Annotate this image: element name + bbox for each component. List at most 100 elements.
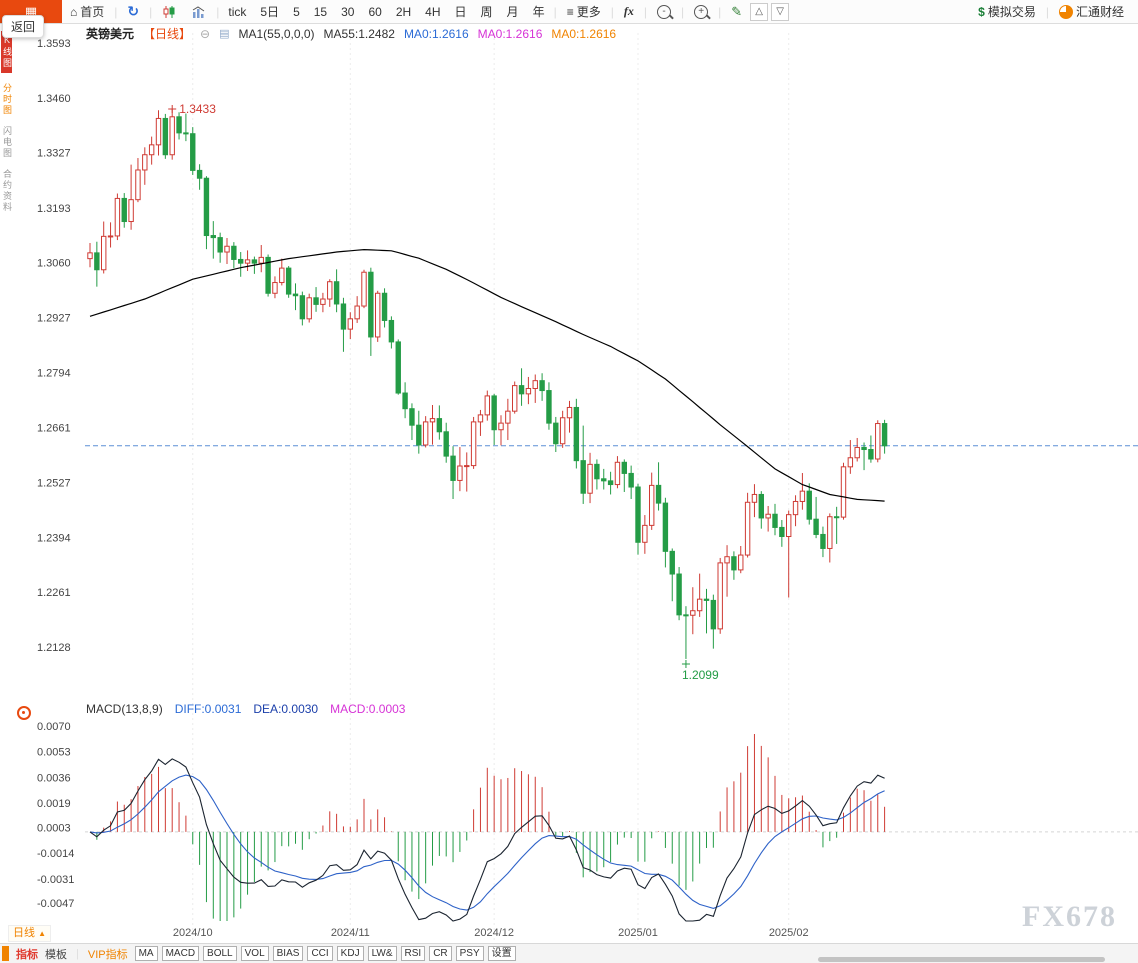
sidebar-item-1[interactable]: K线图: [1, 31, 12, 73]
more-label: 更多: [576, 5, 601, 19]
brand-label: 汇通财经: [1075, 5, 1124, 19]
indicator-tab-BOLL[interactable]: BOLL: [203, 946, 237, 961]
period-tag: 【日线】: [143, 27, 192, 41]
zoom-out-button[interactable]: -: [649, 4, 679, 19]
period-selector-dropdown[interactable]: 日线 ▲: [8, 925, 51, 942]
refresh-button[interactable]: ↻: [119, 3, 147, 20]
period-button-日[interactable]: 日: [454, 5, 467, 19]
macd-diff-value: DIFF:0.0031: [174, 702, 242, 716]
indicator-tab-MA[interactable]: MA: [134, 946, 158, 961]
x-axis-labels: 2024/10 2024/11 2024/12 2025/01 2025/02: [173, 927, 809, 939]
kline-chart-icon: [163, 5, 175, 18]
macd-lines: [89, 758, 885, 922]
collapse-icon[interactable]: ⊖: [200, 26, 211, 41]
toolbar-separator: |: [643, 4, 647, 19]
svg-text:1.2927: 1.2927: [37, 313, 71, 325]
triangle-down-tool-button[interactable]: ▽: [771, 2, 790, 21]
indicator-tab-LW&[interactable]: LW&: [367, 946, 397, 961]
indicator-tab-RSI[interactable]: RSI: [400, 946, 426, 961]
volume-chart-type-button[interactable]: [184, 5, 214, 19]
period-button-月[interactable]: 月: [506, 5, 519, 19]
bottom-tab-bar: 指标 模板 | VIP指标 MA MACD BOLL VOL BIAS CCI KDJ LW&…: [0, 943, 1138, 963]
period-button-年[interactable]: 年: [532, 5, 545, 19]
indicator-tab-CCI[interactable]: CCI: [307, 946, 333, 961]
tab-vip-indicator[interactable]: VIP指标: [87, 948, 128, 961]
dollar-icon: $: [978, 4, 985, 19]
sidebar-item-3[interactable]: 闪电图: [2, 126, 12, 159]
indicator-tab-CR[interactable]: CR: [429, 946, 452, 961]
svg-text:2024/12: 2024/12: [474, 927, 514, 939]
sidebar-item-2[interactable]: 分时图: [2, 83, 12, 116]
tab-template[interactable]: 模板: [45, 948, 67, 961]
svg-text:0.0003: 0.0003: [37, 822, 71, 834]
svg-text:1.2099: 1.2099: [682, 668, 719, 682]
draw-button[interactable]: ✎: [723, 4, 750, 20]
macd-macd-value: MACD:0.0003: [330, 702, 406, 716]
indicator-tab-MACD[interactable]: MACD: [161, 946, 200, 961]
huitong-logo-icon: [1058, 4, 1073, 19]
fx678-watermark: FX678: [1022, 900, 1117, 933]
macd-title: MACD(13,8,9): [86, 702, 163, 716]
period-button-5日[interactable]: 5日: [260, 5, 280, 19]
period-button-30[interactable]: 30: [341, 4, 355, 19]
indicator-tab-PSY[interactable]: PSY: [455, 946, 484, 961]
sim-trade-button[interactable]: $ 模拟交易: [970, 3, 1044, 20]
more-button[interactable]: ≡ 更多: [559, 3, 609, 20]
ma0-value-1: MA0:1.2616: [403, 26, 469, 41]
toolbar-separator: |: [114, 4, 118, 19]
ma-param-label: MA1(55,0,0,0): [238, 26, 315, 41]
logo-grid-icon: ▦: [24, 3, 38, 19]
period-button-2H[interactable]: 2H: [395, 4, 412, 19]
triangle-down-icon: ▽: [776, 6, 784, 17]
period-button-60[interactable]: 60: [368, 4, 382, 19]
svg-text:1.2661: 1.2661: [37, 422, 71, 434]
brand-button[interactable]: 汇通财经: [1051, 3, 1132, 20]
macd-dea-value: DEA:0.0030: [253, 702, 319, 716]
indicator-tab-VOL[interactable]: VOL: [240, 946, 269, 961]
toolbar-separator: |: [680, 4, 685, 19]
period-button-15[interactable]: 15: [313, 4, 328, 19]
chart-type-sidebar: K线图分时图闪电图合约资料: [0, 23, 13, 943]
indicator-tab-设置[interactable]: 设置: [487, 946, 516, 961]
toolbar-separator: |: [718, 4, 722, 19]
indicator-tab-group: MA MACD BOLL VOL BIAS CCI KDJ LW& RSI CR PSY 设置: [134, 946, 516, 961]
symbol-name: 英镑美元: [86, 27, 135, 41]
svg-text:2025/01: 2025/01: [618, 927, 658, 939]
toolbar-separator: |: [216, 4, 220, 19]
period-button-周[interactable]: 周: [480, 5, 493, 19]
pencil-icon: ✎: [731, 3, 743, 19]
kline-chart-type-button[interactable]: [154, 5, 184, 19]
sidebar-item-4[interactable]: 合约资料: [2, 169, 12, 213]
svg-text:1.3433: 1.3433: [179, 102, 216, 116]
svg-text:1.3460: 1.3460: [37, 93, 71, 105]
svg-text:1.2261: 1.2261: [37, 587, 71, 599]
chart-header: 英镑美元 【日线】 ⊖ ▤ MA1(55,0,0,0) MA55:1.2482 …: [86, 25, 616, 42]
month-gridlines: [192, 33, 790, 940]
period-button-5[interactable]: 5: [293, 4, 300, 19]
back-button[interactable]: 返回: [2, 15, 45, 38]
tabbar-grip-icon: [2, 946, 9, 961]
indicator-tab-KDJ[interactable]: KDJ: [336, 946, 364, 961]
indicator-settings-icon[interactable]: [17, 706, 31, 720]
period-button-tick[interactable]: tick: [228, 4, 247, 19]
formula-button[interactable]: fx: [616, 4, 642, 19]
chevron-up-icon: ▲: [38, 929, 46, 938]
svg-text:1.3193: 1.3193: [37, 203, 71, 215]
zoom-in-button[interactable]: +: [686, 4, 716, 19]
triangle-up-tool-button[interactable]: △: [750, 2, 769, 21]
svg-text:1.2794: 1.2794: [37, 367, 71, 379]
tab-indicator[interactable]: 指标: [16, 948, 38, 961]
home-button[interactable]: ⌂ 首页: [62, 3, 112, 20]
indicator-tab-BIAS[interactable]: BIAS: [272, 946, 304, 961]
svg-text:-0.0031: -0.0031: [37, 874, 74, 886]
svg-text:1.3593: 1.3593: [37, 38, 71, 50]
ma0-value-2: MA0:1.2616: [477, 26, 543, 41]
horizontal-scrollbar[interactable]: [818, 957, 1105, 962]
candlesticks: [87, 108, 888, 659]
svg-text:2024/10: 2024/10: [173, 927, 213, 939]
toolbar-separator: |: [553, 4, 557, 19]
period-button-4H[interactable]: 4H: [425, 4, 441, 19]
ma-settings-icon[interactable]: ▤: [219, 28, 230, 40]
period-buttons: tick 5日 5 15 30 60 2H 4H 日周月年: [221, 3, 551, 20]
